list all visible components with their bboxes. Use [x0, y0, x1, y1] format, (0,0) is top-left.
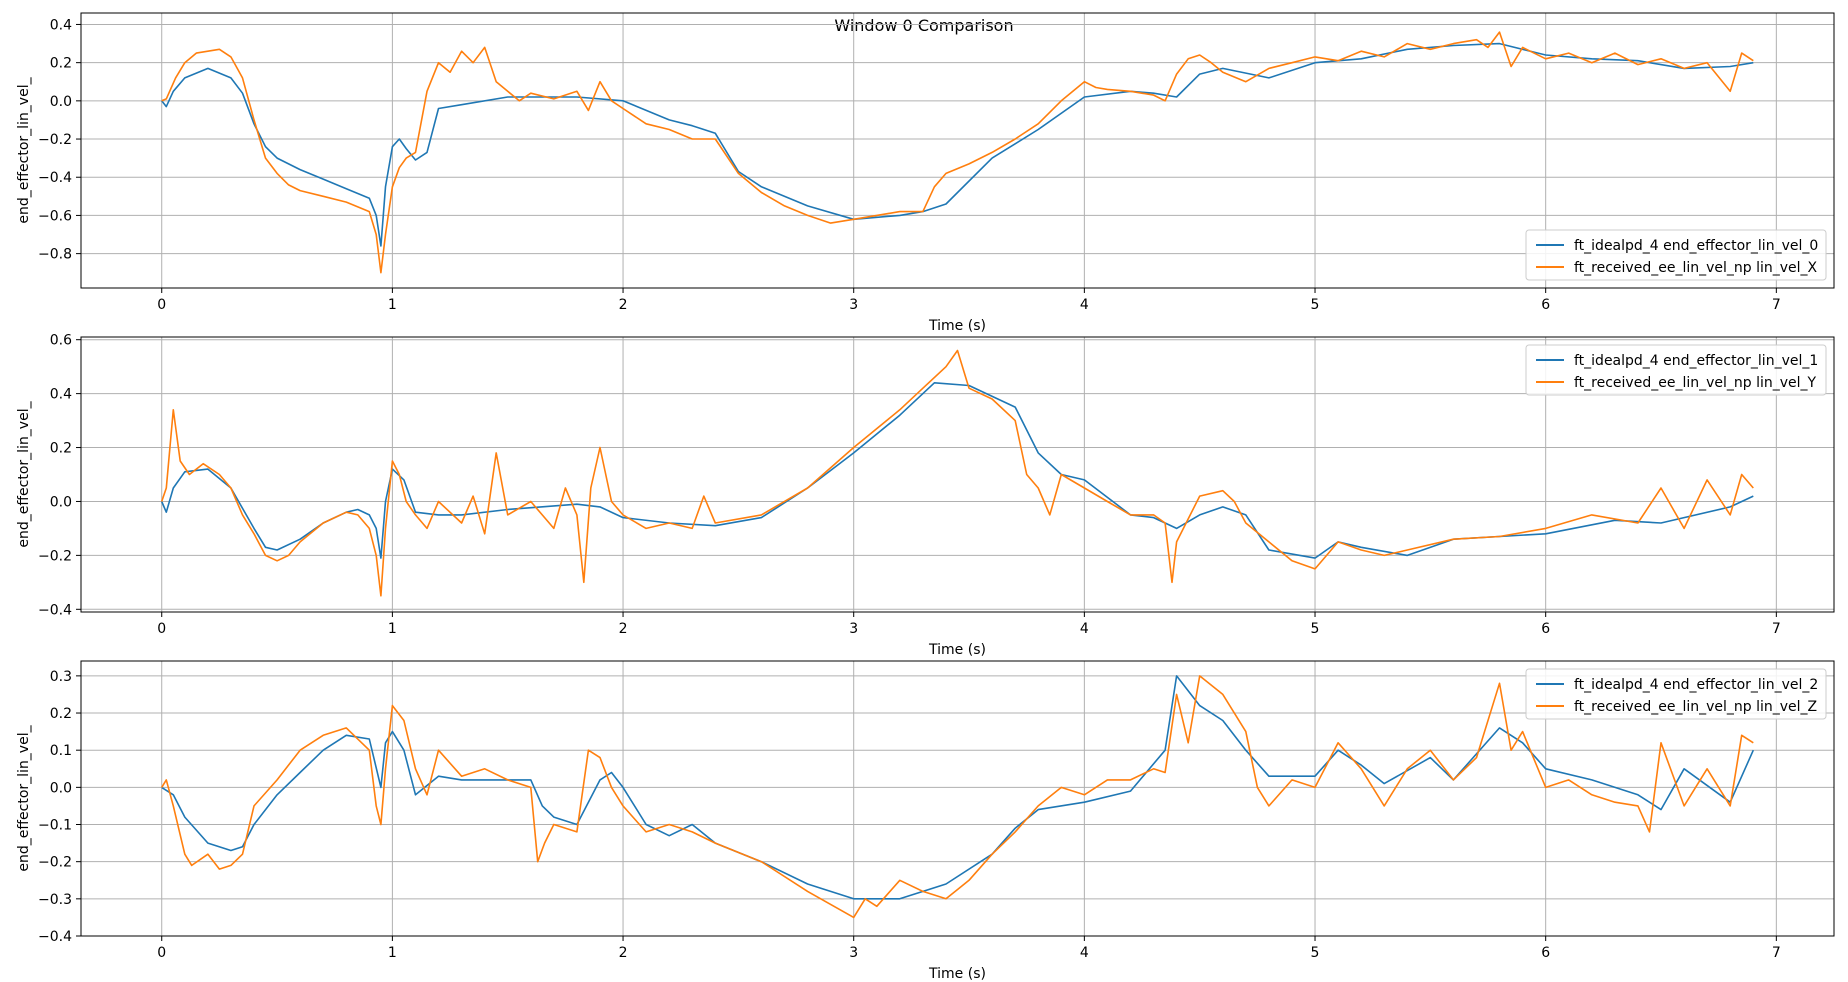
series-line-received: [160, 349, 1754, 597]
legend-entry: ft_received_ee_lin_vel_np lin_vel_Y: [1574, 375, 1817, 391]
legend-entry: ft_idealpd_4 end_effector_lin_vel_1: [1574, 353, 1818, 369]
axes-frame: [80, 12, 1835, 289]
x-tick-label: 0: [157, 621, 166, 637]
y-tick-label: −0.2: [38, 855, 72, 871]
y-tick-label: 0.0: [50, 494, 72, 510]
legend: ft_idealpd_4 end_effector_lin_vel_2 ft_re…: [1525, 668, 1827, 720]
axes-frame: [80, 336, 1835, 613]
legend: ft_idealpd_4 end_effector_lin_vel_1 ft_re…: [1525, 344, 1827, 396]
x-tick-label: 3: [849, 621, 858, 637]
x-tick-label: 4: [1080, 621, 1089, 637]
y-axis-label: end_effector_lin_vel_: [16, 76, 32, 223]
legend-entry: ft_idealpd_4 end_effector_lin_vel_2: [1574, 677, 1818, 693]
x-axis-label: Time (s): [928, 318, 986, 334]
y-tick-label: 0.2: [50, 706, 72, 722]
y-tick-label: −0.4: [38, 929, 72, 945]
legend-box: [1525, 344, 1827, 396]
x-tick-label: 6: [1541, 297, 1550, 313]
y-tick-label: −0.8: [38, 247, 72, 263]
series-line-received: [161, 675, 1754, 919]
series-line-ideal: [160, 382, 1754, 559]
y-tick-label: −0.1: [38, 818, 72, 834]
x-tick-label: 5: [1311, 945, 1320, 961]
y-tick-label: 0.0: [50, 94, 72, 110]
series-line-received: [161, 31, 1754, 274]
x-tick-label: 1: [388, 297, 397, 313]
x-tick-label: 7: [1772, 621, 1781, 637]
x-tick-label: 2: [619, 621, 628, 637]
y-tick-label: −0.2: [38, 548, 72, 564]
y-tick-label: 0.2: [50, 441, 72, 457]
y-tick-label: 0.4: [50, 387, 72, 403]
y-tick-label: −0.2: [38, 132, 72, 148]
x-tick-label: 2: [619, 297, 628, 313]
x-tick-label: 7: [1772, 297, 1781, 313]
x-axis-label: Time (s): [928, 966, 986, 982]
subplot-1: 0 1 2 3 4 5 6 7 −0.8 −0.6 −0.4 −0.2 0.0 0.2 0.4 Time (s…: [16, 12, 1835, 334]
axes-frame: [80, 660, 1835, 937]
x-tick-label: 0: [157, 297, 166, 313]
grid: [81, 13, 1834, 288]
y-tick-label: 0.4: [50, 17, 72, 33]
figure-title: Window 0 Comparison: [834, 16, 1013, 35]
subplot-2: 0 1 2 3 4 5 6 7 −0.4 −0.2 0.0 0.2 0.4 0.6 Time (s) end_…: [16, 333, 1835, 658]
subplot-3: 0 1 2 3 4 5 6 7 −0.4 −0.3 −0.2 −0.1 0.0 0.1 0.2 0.3 Time…: [16, 660, 1835, 982]
x-tick-label: 3: [849, 297, 858, 313]
y-tick-label: 0.2: [50, 56, 72, 72]
x-tick-label: 4: [1080, 945, 1089, 961]
x-tick-label: 4: [1080, 297, 1089, 313]
y-tick-label: −0.6: [38, 208, 72, 224]
subplots: 0 1 2 3 4 5 6 7 −0.8 −0.6 −0.4 −0.2 0.0 0.2 0.4 Time (s…: [16, 12, 1835, 982]
x-tick-label: 6: [1541, 621, 1550, 637]
y-tick-label: 0.6: [50, 333, 72, 349]
y-tick-label: −0.3: [38, 892, 72, 908]
x-tick-label: 6: [1541, 945, 1550, 961]
x-axis-label: Time (s): [928, 642, 986, 658]
y-tick-label: 0.1: [50, 743, 72, 759]
legend-entry: ft_idealpd_4 end_effector_lin_vel_0: [1574, 238, 1818, 254]
legend-entry: ft_received_ee_lin_vel_np lin_vel_Z: [1574, 699, 1817, 715]
x-tick-label: 0: [157, 945, 166, 961]
legend: ft_idealpd_4 end_effector_lin_vel_0 ft_re…: [1525, 229, 1827, 281]
series-line-ideal: [161, 42, 1754, 247]
x-tick-label: 1: [388, 945, 397, 961]
y-tick-label: 0.0: [50, 780, 72, 796]
y-axis-label: end_effector_lin_vel_: [16, 400, 32, 547]
y-tick-label: 0.3: [50, 669, 72, 685]
legend-entry: ft_received_ee_lin_vel_np lin_vel_X: [1574, 260, 1818, 276]
y-tick-label: −0.4: [38, 602, 72, 618]
x-tick-label: 1: [388, 621, 397, 637]
x-tick-label: 5: [1311, 621, 1320, 637]
y-axis-label: end_effector_lin_vel_: [16, 724, 32, 871]
legend-box: [1525, 229, 1827, 281]
y-tick-label: −0.4: [38, 170, 72, 186]
x-tick-label: 3: [849, 945, 858, 961]
x-tick-label: 7: [1772, 945, 1781, 961]
x-tick-label: 2: [619, 945, 628, 961]
x-tick-label: 5: [1311, 297, 1320, 313]
legend-box: [1525, 668, 1827, 720]
